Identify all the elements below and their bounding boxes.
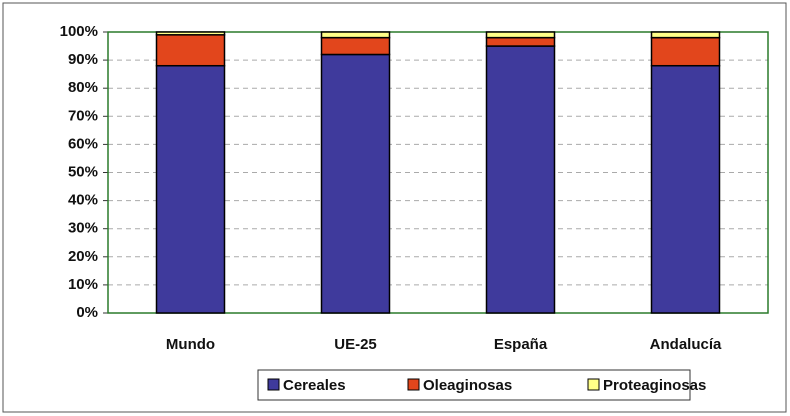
x-tick-label: Mundo [166, 336, 215, 353]
y-tick-label: 10% [68, 276, 98, 293]
bar-segment [320, 36, 391, 56]
y-tick-label: 100% [60, 23, 98, 40]
bar-segment [485, 31, 556, 39]
bar-segment [320, 31, 391, 39]
y-tick-label: 90% [68, 51, 98, 68]
bar-segment [155, 64, 226, 314]
y-tick-label: 20% [68, 248, 98, 265]
legend-label: Proteaginosas [603, 377, 706, 394]
y-tick-label: 0% [76, 304, 98, 321]
bar-segment [320, 53, 391, 314]
x-tick-label: Andalucía [650, 336, 722, 353]
y-tick-label: 50% [68, 163, 98, 180]
y-tick-label: 80% [68, 79, 98, 96]
legend-swatch [587, 378, 600, 391]
bar-segment [650, 64, 721, 314]
legend-swatch [407, 378, 420, 391]
y-tick-label: 60% [68, 135, 98, 152]
x-tick-label: UE-25 [334, 336, 377, 353]
legend-box [257, 369, 691, 401]
x-tick-label: España [494, 336, 548, 353]
legend-swatch [267, 378, 280, 391]
bar-segment [155, 31, 226, 36]
y-tick-label: 40% [68, 192, 98, 209]
bar-segment [485, 45, 556, 314]
bar-segment [485, 36, 556, 47]
bar-segment [155, 34, 226, 67]
plot-area [107, 31, 769, 314]
y-tick-label: 30% [68, 220, 98, 237]
bar-segment [650, 36, 721, 67]
y-tick-label: 70% [68, 107, 98, 124]
legend-label: Cereales [283, 377, 346, 394]
bar-segment [650, 31, 721, 39]
legend-label: Oleaginosas [423, 377, 512, 394]
